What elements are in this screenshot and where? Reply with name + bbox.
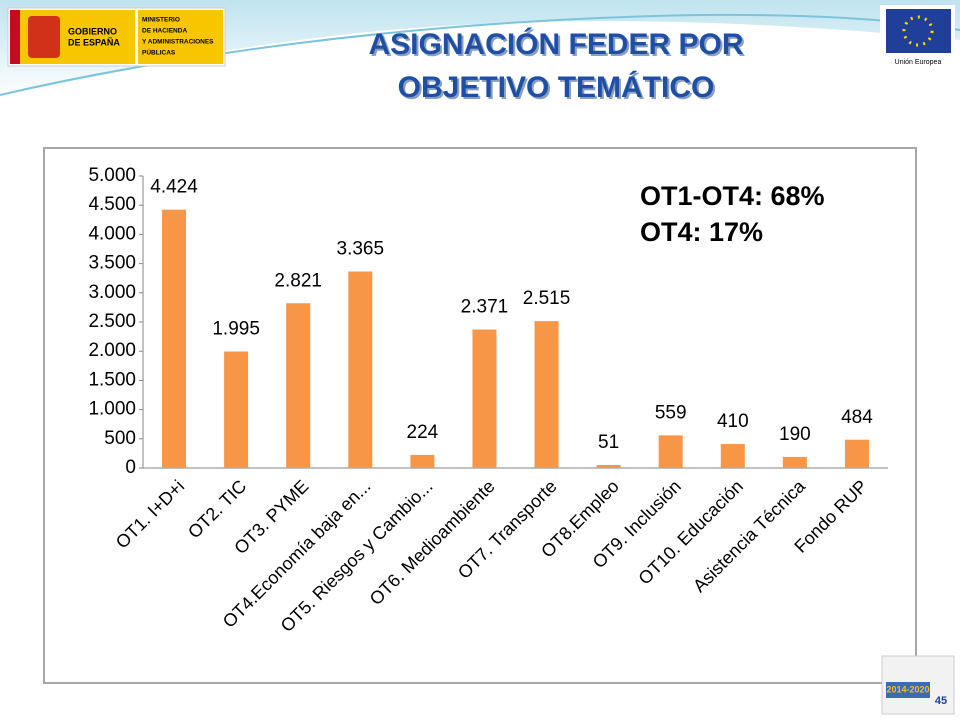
value-label: 224 xyxy=(407,422,439,443)
bar xyxy=(162,209,187,468)
y-tick-label: 2.000 xyxy=(88,340,136,361)
coat-of-arms xyxy=(28,16,60,58)
value-label: 190 xyxy=(779,424,811,445)
value-label: 484 xyxy=(841,407,873,428)
bar xyxy=(224,351,249,468)
value-label: 1.995 xyxy=(212,319,260,340)
bar xyxy=(410,454,435,468)
eu-label: Unión Europea xyxy=(895,59,942,66)
value-label: 410 xyxy=(717,411,749,432)
period-logo: 2014-2020 45 xyxy=(881,655,955,715)
title-shadow: ASIGNACIÓN FEDER POR xyxy=(370,29,745,63)
title-line: ASIGNACIÓN FEDER POR xyxy=(368,27,743,61)
title-line: OBJETIVO TEMÁTICO xyxy=(398,70,715,104)
title-shadow: OBJETIVO TEMÁTICO xyxy=(400,72,717,106)
bar xyxy=(472,329,497,468)
page-number: 45 xyxy=(935,695,947,707)
period-badge xyxy=(886,682,930,698)
swoosh-line xyxy=(0,13,960,96)
title: ASIGNACIÓN FEDER POR ASIGNACIÓN FEDER PO… xyxy=(368,27,745,106)
swoosh xyxy=(0,0,960,100)
y-tick-label: 0 xyxy=(125,457,136,478)
value-label: 2.821 xyxy=(274,270,322,291)
period-label: 2014-2020 xyxy=(886,684,929,694)
bar xyxy=(348,271,373,468)
bar xyxy=(658,435,683,468)
y-tick-label: 500 xyxy=(104,428,136,449)
bar xyxy=(844,439,869,468)
bar xyxy=(720,444,745,468)
y-tick-label: 2.500 xyxy=(88,311,136,332)
logo-text: MINISTERIO xyxy=(142,17,180,24)
logo-panel xyxy=(138,10,223,64)
y-tick-label: 5.000 xyxy=(88,165,136,186)
value-label: 2.515 xyxy=(523,288,571,309)
bar xyxy=(596,465,621,468)
value-label: 559 xyxy=(655,402,687,423)
annotation: OT4: 17% xyxy=(640,217,763,247)
logo-text: DE ESPAÑA xyxy=(68,37,120,47)
value-label: 4.424 xyxy=(150,177,198,198)
value-label: 51 xyxy=(598,432,619,453)
value-label: 3.365 xyxy=(337,238,385,259)
y-tick-label: 1.000 xyxy=(88,399,136,420)
bar xyxy=(286,303,311,468)
logo-text: GOBIERNO xyxy=(68,26,117,36)
y-tick-label: 4.500 xyxy=(88,194,136,215)
y-tick-label: 4.000 xyxy=(88,223,136,244)
logo-text: PÚBLICAS xyxy=(142,48,176,57)
bar xyxy=(782,456,807,468)
logo-flag xyxy=(10,10,20,64)
eu-stars xyxy=(902,15,934,47)
government-logo: GOBIERNO DE ESPAÑA MINISTERIO DE HACIEND… xyxy=(7,7,226,67)
logo-text: Y ADMINISTRACIONES xyxy=(142,39,214,46)
annotation: OT1-OT4: 68% xyxy=(640,181,825,211)
chart: 0 500 1.000 1.500 2.000 2.500 3.000 3.500 4.000 4… xyxy=(88,165,888,636)
logo-text: DE HACIENDA xyxy=(142,28,187,35)
y-tick-label: 3.000 xyxy=(88,282,136,303)
value-label: 2.371 xyxy=(461,297,509,318)
y-tick-label: 3.500 xyxy=(88,253,136,274)
bar xyxy=(534,321,559,468)
y-tick-label: 1.500 xyxy=(88,369,136,390)
eu-logo: Unión Europea xyxy=(880,5,955,72)
